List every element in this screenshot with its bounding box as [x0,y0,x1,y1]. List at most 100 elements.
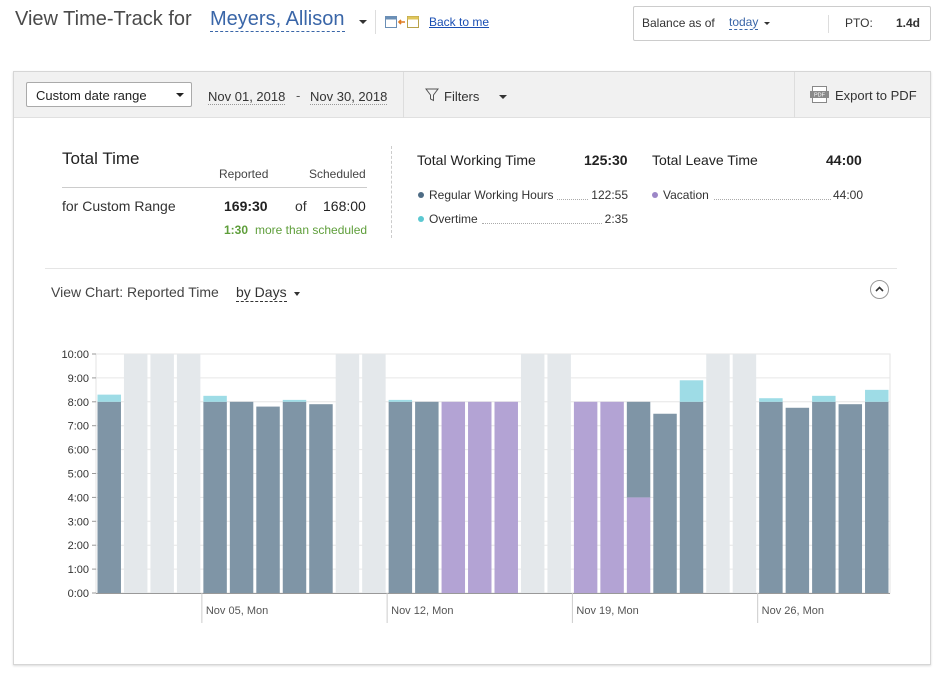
x-tick-label: Nov 19, Mon [576,605,638,617]
y-tick-label: 5:00 [68,469,89,481]
leader-dots [538,199,600,200]
y-tick-label: 8:00 [68,397,89,409]
regular-hours-dot [418,192,424,198]
weekend-bar [706,354,730,593]
overtime-bar [388,399,413,402]
page-title: View Time-Track for [15,8,192,30]
collapse-chart-button[interactable] [870,280,889,299]
pto-label: PTO: [845,16,873,30]
filter-icon [425,88,439,102]
x-tick-label: Nov 26, Mon [762,605,824,617]
chevron-down-icon[interactable] [294,292,300,296]
chevron-down-icon[interactable] [764,22,770,25]
y-tick-label: 2:00 [68,540,89,552]
date-range-select[interactable]: Custom date range [26,82,192,107]
regular-hours-bar [785,407,810,593]
chevron-down-icon [499,95,507,99]
balance-date-selector[interactable]: today [729,15,759,30]
back-to-me-link[interactable]: Back to me [429,15,490,29]
y-tick-label: 0:00 [68,588,89,600]
regular-hours-bar [812,401,836,593]
header-divider [375,10,376,34]
filters-label: Filters [444,89,480,104]
difference-label: more than scheduled [255,223,368,237]
overtime-bar [679,380,704,402]
overtime-bar [282,399,307,402]
regular-hours-bar [679,401,704,593]
pdf-icon: PDF [810,86,829,103]
vacation-label: Vacation [663,188,711,202]
range-label: for Custom Range [62,198,176,214]
overtime-row: Overtime 2:35 [418,211,628,227]
vacation-bar [468,401,492,593]
total-time-title: Total Time [62,149,140,168]
overtime-dot [418,216,424,222]
overtime-bar [97,394,121,402]
view-chart-label: View Chart: Reported Time [51,284,219,300]
y-tick-label: 7:00 [68,421,89,433]
overtime-bar [759,398,783,402]
of-label: of [295,198,307,214]
pto-value: 1.4d [895,16,920,30]
vacation-bar [573,401,598,593]
regular-hours-bar [97,401,121,593]
scheduled-value: 168:00 [323,198,366,214]
overtime-label: Overtime [429,212,480,226]
regular-hours-value: 122:55 [589,188,628,202]
regular-hours-bar [282,401,307,593]
summary-separator [391,146,392,238]
balance-label: Balance as of [642,16,715,30]
total-working-time-value: 125:30 [584,152,628,168]
date-range-select-value: Custom date range [36,88,147,103]
weekend-bar [732,354,757,593]
regular-hours-row: Regular Working Hours 122:55 [418,187,628,203]
weekend-bar [335,354,360,593]
x-tick-label: Nov 05, Mon [206,605,268,617]
reported-column-header: Reported [219,167,269,181]
date-to-input[interactable]: Nov 30, 2018 [310,89,388,105]
reported-value: 169:30 [224,198,268,214]
y-tick-label: 4:00 [68,492,89,504]
regular-hours-bar [203,401,227,593]
chart-grouping-selector[interactable]: by Days [236,284,287,302]
vacation-row: Vacation 44:00 [652,187,863,203]
switch-user-icon[interactable] [385,15,419,29]
chevron-up-icon [875,286,884,292]
weekend-bar [150,354,174,593]
regular-hours-bar [653,413,677,593]
leader-dots [714,199,831,200]
toolbar-divider [403,72,404,118]
date-from-input[interactable]: Nov 01, 2018 [208,89,286,105]
x-tick-label: Nov 12, Mon [391,605,453,617]
overtime-bar [865,389,889,402]
chevron-down-icon[interactable] [359,20,367,24]
overtime-bar [812,395,836,402]
regular-hours-bar [309,404,333,593]
section-divider [45,268,897,269]
y-tick-label: 1:00 [68,564,89,576]
toolbar-divider [794,72,795,118]
weekend-bar [520,354,545,593]
overtime-value: 2:35 [602,212,628,226]
overtime-bar [203,395,227,402]
vacation-bar [441,401,466,593]
vacation-bar [600,401,624,593]
toolbar: Custom date range Nov 01, 2018 - Nov 30,… [14,72,930,118]
regular-hours-bar [759,401,783,593]
vacation-bar [494,401,518,593]
regular-hours-bar [865,401,889,593]
export-pdf-label: Export to PDF [835,88,917,103]
regular-hours-bar [256,406,280,593]
vacation-bar [626,497,651,593]
y-tick-label: 9:00 [68,373,89,385]
y-tick-label: 3:00 [68,516,89,528]
summary-divider [62,187,367,188]
vacation-dot [652,192,658,198]
scheduled-column-header: Scheduled [309,167,366,181]
y-tick-label: 6:00 [68,445,89,457]
employee-selector[interactable]: Meyers, Allison [210,8,345,32]
weekend-bar [362,354,386,593]
leader-dots [482,223,604,224]
regular-hours-bar [229,401,254,593]
svg-text:PDF: PDF [814,93,826,99]
